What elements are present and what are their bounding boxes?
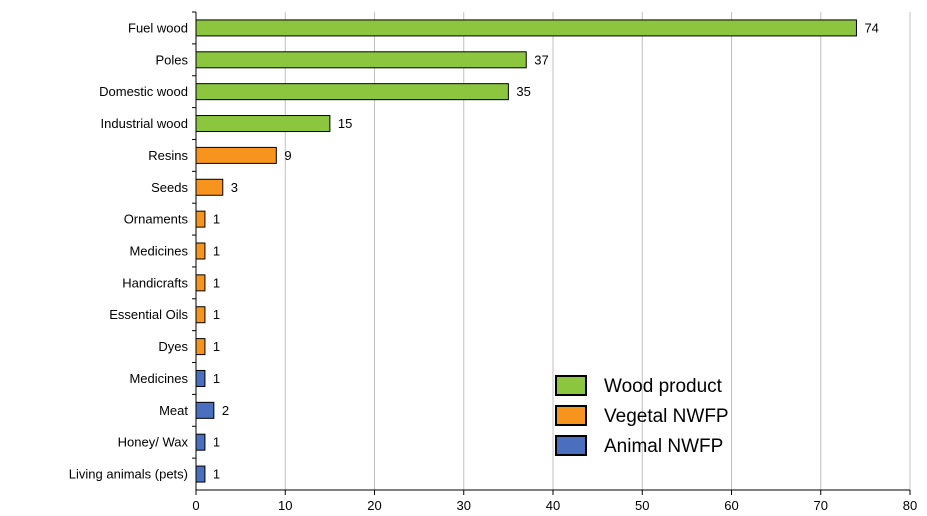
- data-labels: 74 37 35 15 9 3 1 1 1 1 1 1 2 1 1: [213, 20, 879, 481]
- data-label: 3: [231, 180, 238, 195]
- category-label: Handicrafts: [122, 275, 188, 290]
- category-label: Industrial wood: [101, 116, 188, 131]
- x-tick-labels: 0 10 20 30 40 50 60 70 80: [192, 498, 917, 513]
- bars: [195, 19, 857, 483]
- category-label: Meat: [159, 403, 188, 418]
- category-label: Medicines: [129, 244, 188, 259]
- data-label: 1: [213, 212, 220, 227]
- bar: [195, 433, 206, 451]
- data-label: 35: [516, 84, 530, 99]
- bar: [195, 369, 206, 387]
- legend-swatch: [555, 375, 587, 396]
- x-tick-label: 20: [367, 498, 381, 513]
- data-label: 37: [534, 52, 548, 67]
- bar: [195, 465, 206, 483]
- category-label: Fuel wood: [128, 20, 188, 35]
- bar: [195, 210, 206, 228]
- category-label: Dyes: [158, 339, 188, 354]
- bar: [195, 338, 206, 356]
- category-label: Honey/ Wax: [118, 435, 189, 450]
- data-label: 2: [222, 403, 229, 418]
- bar: [195, 19, 857, 37]
- category-label: Seeds: [151, 180, 188, 195]
- legend-label: Animal NWFP: [604, 436, 723, 457]
- category-label: Ornaments: [124, 212, 189, 227]
- axes: [192, 11, 911, 495]
- data-label: 15: [338, 116, 352, 131]
- x-tick-label: 80: [903, 498, 917, 513]
- data-label: 1: [213, 244, 220, 259]
- category-labels: Fuel wood Poles Domestic wood Industrial wo…: [69, 20, 189, 481]
- category-label: Essential Oils: [109, 307, 188, 322]
- category-label: Living animals (pets): [69, 467, 188, 482]
- data-label: 9: [284, 148, 291, 163]
- bar: [195, 401, 215, 419]
- x-tick-label: 0: [192, 498, 199, 513]
- category-label: Poles: [155, 52, 188, 67]
- category-label: Domestic wood: [99, 84, 188, 99]
- data-label: 74: [864, 20, 878, 35]
- data-label: 1: [213, 339, 220, 354]
- bar: [195, 51, 527, 69]
- data-label: 1: [213, 467, 220, 482]
- legend-label: Vegetal NWFP: [604, 406, 729, 427]
- data-label: 1: [213, 307, 220, 322]
- bar: [195, 115, 331, 133]
- category-label: Resins: [148, 148, 188, 163]
- x-tick-label: 30: [457, 498, 471, 513]
- x-tick-label: 10: [278, 498, 292, 513]
- x-tick-label: 50: [635, 498, 649, 513]
- bar: [195, 83, 509, 101]
- bar: [195, 146, 277, 164]
- bar: [195, 178, 224, 196]
- legend: Wood product Vegetal NWFP Animal NWFP: [555, 375, 729, 457]
- category-label: Medicines: [129, 371, 188, 386]
- bar: [195, 274, 206, 292]
- data-label: 1: [213, 435, 220, 450]
- x-tick-label: 70: [814, 498, 828, 513]
- data-label: 1: [213, 371, 220, 386]
- x-tick-label: 40: [546, 498, 560, 513]
- bar: [195, 242, 206, 260]
- legend-swatch: [555, 435, 587, 456]
- x-tick-label: 60: [724, 498, 738, 513]
- legend-swatch: [555, 405, 587, 426]
- data-label: 1: [213, 275, 220, 290]
- legend-label: Wood product: [604, 376, 723, 397]
- bar: [195, 306, 206, 324]
